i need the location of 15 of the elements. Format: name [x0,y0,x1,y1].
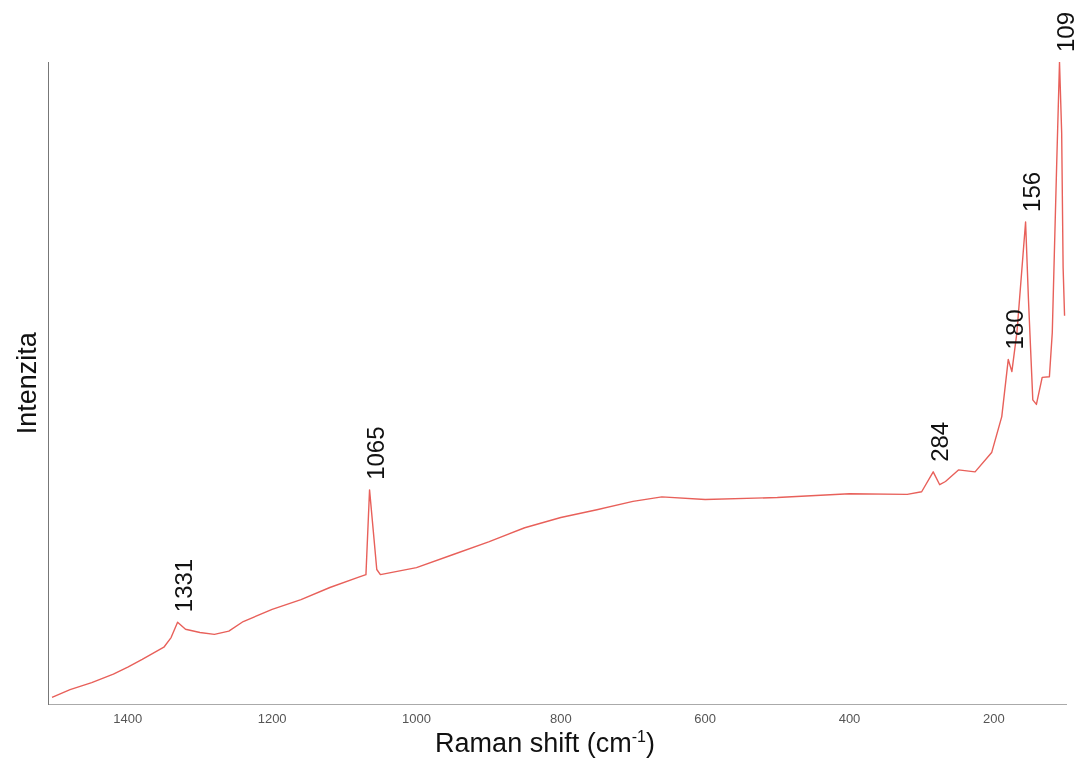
x-tick-label: 200 [982,710,1005,726]
x-tick-label: 1000 [402,710,431,726]
annotation: 180 [1000,309,1028,350]
x-tick-label: 1400 [113,710,143,726]
x-tick-label: 1200 [257,710,287,726]
x-tick-label: 400 [838,710,861,726]
annotation: 1331 [170,558,198,613]
annotation: 109 [1052,11,1080,52]
x-axis-title: Raman shift (cm$^{-1}$) [434,728,656,759]
y-axis-title: Intenzita [11,331,42,435]
x-tick-label: 600 [694,710,716,726]
annotation: 1065 [362,426,390,480]
annotation: 156 [1018,171,1046,212]
annotation: 284 [925,421,953,462]
x-tick-label: 800 [549,710,572,726]
